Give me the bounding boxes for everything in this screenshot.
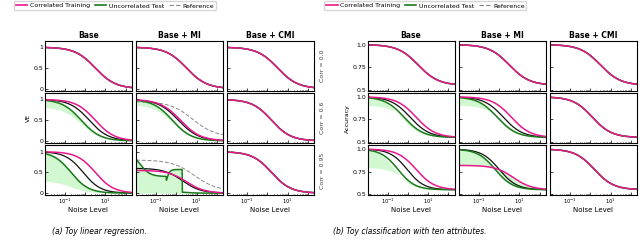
- Title: Base + CMI: Base + CMI: [569, 31, 618, 40]
- Text: Corr = 0.0: Corr = 0.0: [320, 50, 325, 82]
- Text: (b) Toy classification with ten attributes.: (b) Toy classification with ten attribut…: [333, 227, 486, 236]
- X-axis label: Noise Level: Noise Level: [573, 207, 613, 213]
- X-axis label: Noise Level: Noise Level: [483, 207, 522, 213]
- X-axis label: Noise Level: Noise Level: [250, 207, 291, 213]
- X-axis label: Noise Level: Noise Level: [159, 207, 199, 213]
- Y-axis label: Accuracy: Accuracy: [345, 104, 350, 133]
- X-axis label: Noise Level: Noise Level: [68, 207, 108, 213]
- Title: Base + MI: Base + MI: [158, 31, 201, 40]
- Text: Corr = 0.6: Corr = 0.6: [0, 102, 2, 134]
- Legend: Correlated Training, Uncorrelated Test, Reference: Correlated Training, Uncorrelated Test, …: [324, 1, 527, 10]
- Text: Corr = 0.6: Corr = 0.6: [320, 102, 325, 134]
- Text: (a) Toy linear regression.: (a) Toy linear regression.: [52, 227, 147, 236]
- Text: Corr = 0.95: Corr = 0.95: [0, 152, 2, 188]
- Y-axis label: VE: VE: [26, 114, 31, 122]
- Text: Corr = 0.95: Corr = 0.95: [320, 152, 325, 188]
- Legend: Correlated Training, Uncorrelated Test, Reference: Correlated Training, Uncorrelated Test, …: [14, 1, 216, 10]
- X-axis label: Noise Level: Noise Level: [391, 207, 431, 213]
- Title: Base: Base: [401, 31, 422, 40]
- Title: Base + CMI: Base + CMI: [246, 31, 295, 40]
- Title: Base + MI: Base + MI: [481, 31, 524, 40]
- Text: Corr = 0.0: Corr = 0.0: [0, 50, 2, 82]
- Title: Base: Base: [78, 31, 99, 40]
